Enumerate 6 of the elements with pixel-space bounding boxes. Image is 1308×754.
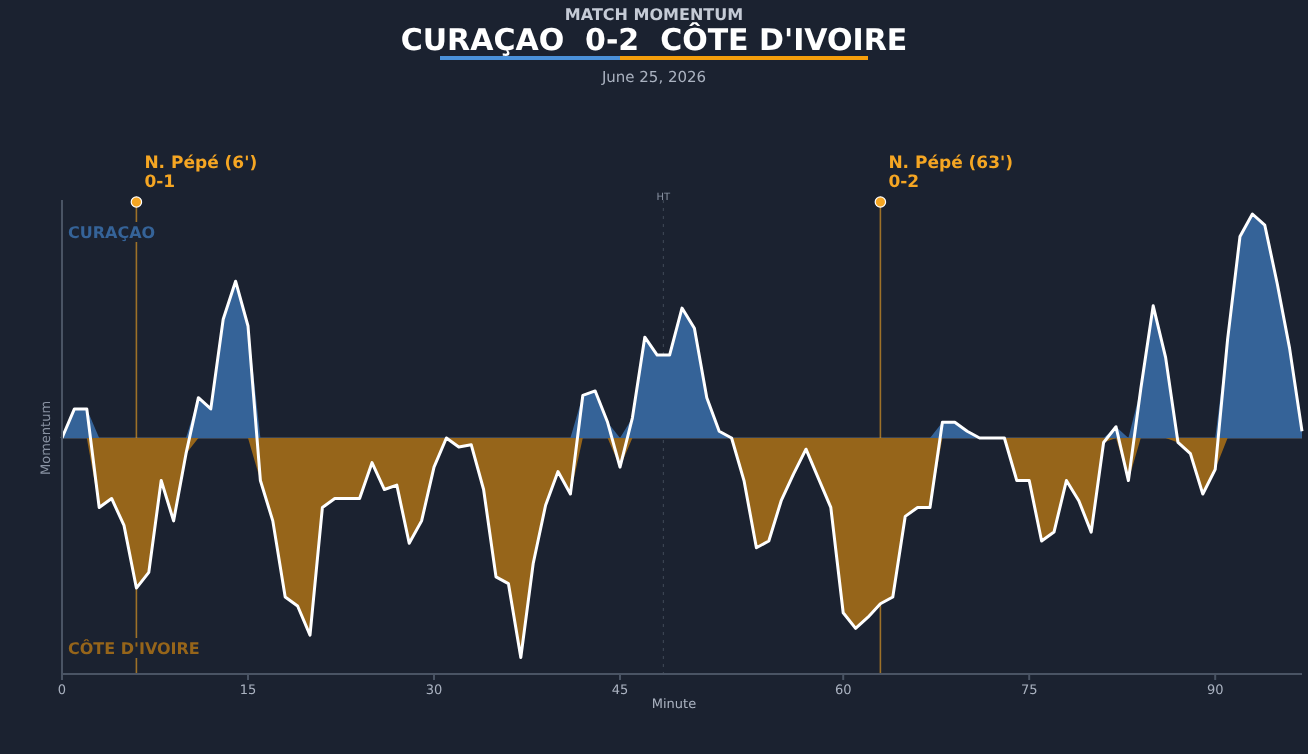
text: N. Pépé (63') 0-2 xyxy=(888,154,1014,193)
text: CÔTE D'IVOIRE xyxy=(68,638,200,658)
chart-title: CURAÇAO 0-2 CÔTE D'IVOIRE xyxy=(400,22,908,58)
chart-subtitle: MATCH MOMENTUM xyxy=(564,6,744,24)
text: CURAÇAO xyxy=(68,224,156,242)
text: N. Pépé (6') 0-1 xyxy=(144,154,258,193)
